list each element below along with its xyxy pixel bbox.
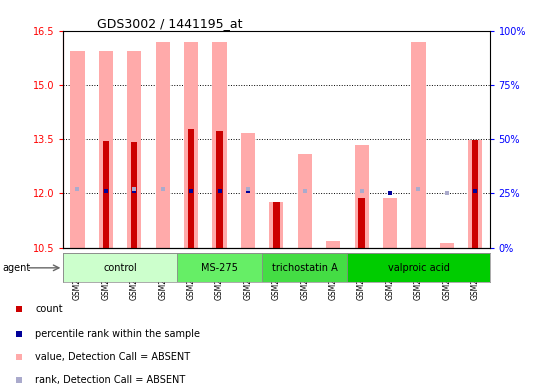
Bar (212, 42, 227, 248)
Bar (326, 241, 340, 248)
Bar (188, 129, 194, 248)
Bar (99, 51, 113, 248)
Bar (216, 131, 223, 248)
Bar (184, 42, 198, 248)
Bar (156, 42, 170, 248)
Bar (468, 139, 482, 248)
Bar (411, 41, 426, 248)
Bar (70, 51, 85, 248)
Bar (131, 142, 138, 248)
Bar (241, 133, 255, 248)
Text: rank, Detection Call = ABSENT: rank, Detection Call = ABSENT (35, 375, 186, 384)
Text: control: control (103, 263, 137, 273)
Bar (355, 145, 368, 248)
Bar (348, 253, 490, 282)
Bar (270, 202, 283, 248)
Text: value, Detection Call = ABSENT: value, Detection Call = ABSENT (35, 352, 190, 362)
Text: GDS3002 / 1441195_at: GDS3002 / 1441195_at (97, 17, 243, 30)
Bar (359, 198, 365, 248)
Bar (63, 253, 177, 282)
Text: valproic acid: valproic acid (388, 263, 449, 273)
Bar (262, 253, 348, 282)
Bar (273, 202, 279, 248)
Bar (298, 154, 312, 248)
Bar (103, 141, 109, 248)
Bar (177, 253, 262, 282)
Text: count: count (35, 304, 63, 314)
Bar (472, 139, 478, 248)
Text: agent: agent (3, 263, 31, 273)
Text: MS-275: MS-275 (201, 263, 238, 273)
Bar (440, 243, 454, 248)
Bar (127, 51, 141, 248)
Text: trichostatin A: trichostatin A (272, 263, 338, 273)
Text: percentile rank within the sample: percentile rank within the sample (35, 329, 200, 339)
Bar (383, 198, 397, 248)
